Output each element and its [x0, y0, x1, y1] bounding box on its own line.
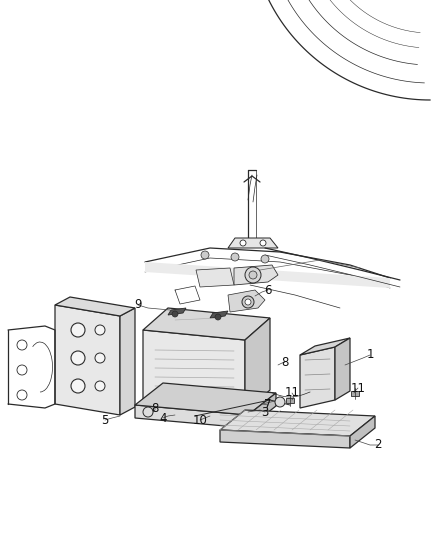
- Circle shape: [143, 407, 153, 417]
- Circle shape: [95, 325, 105, 335]
- Polygon shape: [55, 297, 135, 316]
- Polygon shape: [168, 308, 186, 315]
- Polygon shape: [135, 405, 248, 428]
- Text: 11: 11: [285, 386, 300, 400]
- Polygon shape: [55, 305, 120, 415]
- Polygon shape: [300, 338, 350, 355]
- Polygon shape: [135, 383, 276, 415]
- Polygon shape: [196, 268, 234, 287]
- Text: 9: 9: [134, 298, 142, 311]
- Circle shape: [71, 323, 85, 337]
- Polygon shape: [220, 430, 350, 448]
- Text: 7: 7: [264, 399, 272, 411]
- Polygon shape: [145, 262, 390, 288]
- Text: 2: 2: [374, 439, 382, 451]
- Text: 8: 8: [151, 401, 159, 415]
- Polygon shape: [286, 398, 294, 403]
- Circle shape: [245, 267, 261, 283]
- Polygon shape: [245, 318, 270, 412]
- Text: 3: 3: [261, 406, 268, 418]
- Circle shape: [240, 240, 246, 246]
- Circle shape: [17, 390, 27, 400]
- Text: 6: 6: [264, 284, 272, 296]
- Polygon shape: [300, 347, 335, 408]
- Circle shape: [242, 296, 254, 308]
- Circle shape: [71, 351, 85, 365]
- Circle shape: [95, 353, 105, 363]
- Polygon shape: [210, 311, 228, 318]
- Polygon shape: [248, 393, 276, 428]
- Polygon shape: [335, 338, 350, 400]
- Text: 10: 10: [193, 414, 208, 426]
- Polygon shape: [143, 330, 245, 412]
- Polygon shape: [120, 308, 135, 415]
- Circle shape: [275, 397, 285, 407]
- Polygon shape: [234, 265, 278, 285]
- Text: 1: 1: [366, 349, 374, 361]
- Polygon shape: [143, 308, 270, 340]
- Circle shape: [172, 311, 178, 317]
- Circle shape: [95, 381, 105, 391]
- Circle shape: [17, 340, 27, 350]
- Circle shape: [215, 314, 221, 320]
- Text: 4: 4: [159, 411, 167, 424]
- Polygon shape: [220, 410, 375, 436]
- Circle shape: [17, 365, 27, 375]
- Circle shape: [201, 251, 209, 259]
- Circle shape: [249, 271, 257, 279]
- Polygon shape: [350, 416, 375, 448]
- Text: 8: 8: [281, 356, 289, 368]
- Circle shape: [261, 255, 269, 263]
- Polygon shape: [228, 238, 278, 248]
- Polygon shape: [228, 290, 265, 312]
- Text: 11: 11: [350, 382, 365, 394]
- Polygon shape: [351, 391, 359, 396]
- Circle shape: [245, 299, 251, 305]
- Circle shape: [260, 240, 266, 246]
- Circle shape: [71, 379, 85, 393]
- Circle shape: [231, 253, 239, 261]
- Text: 5: 5: [101, 414, 109, 426]
